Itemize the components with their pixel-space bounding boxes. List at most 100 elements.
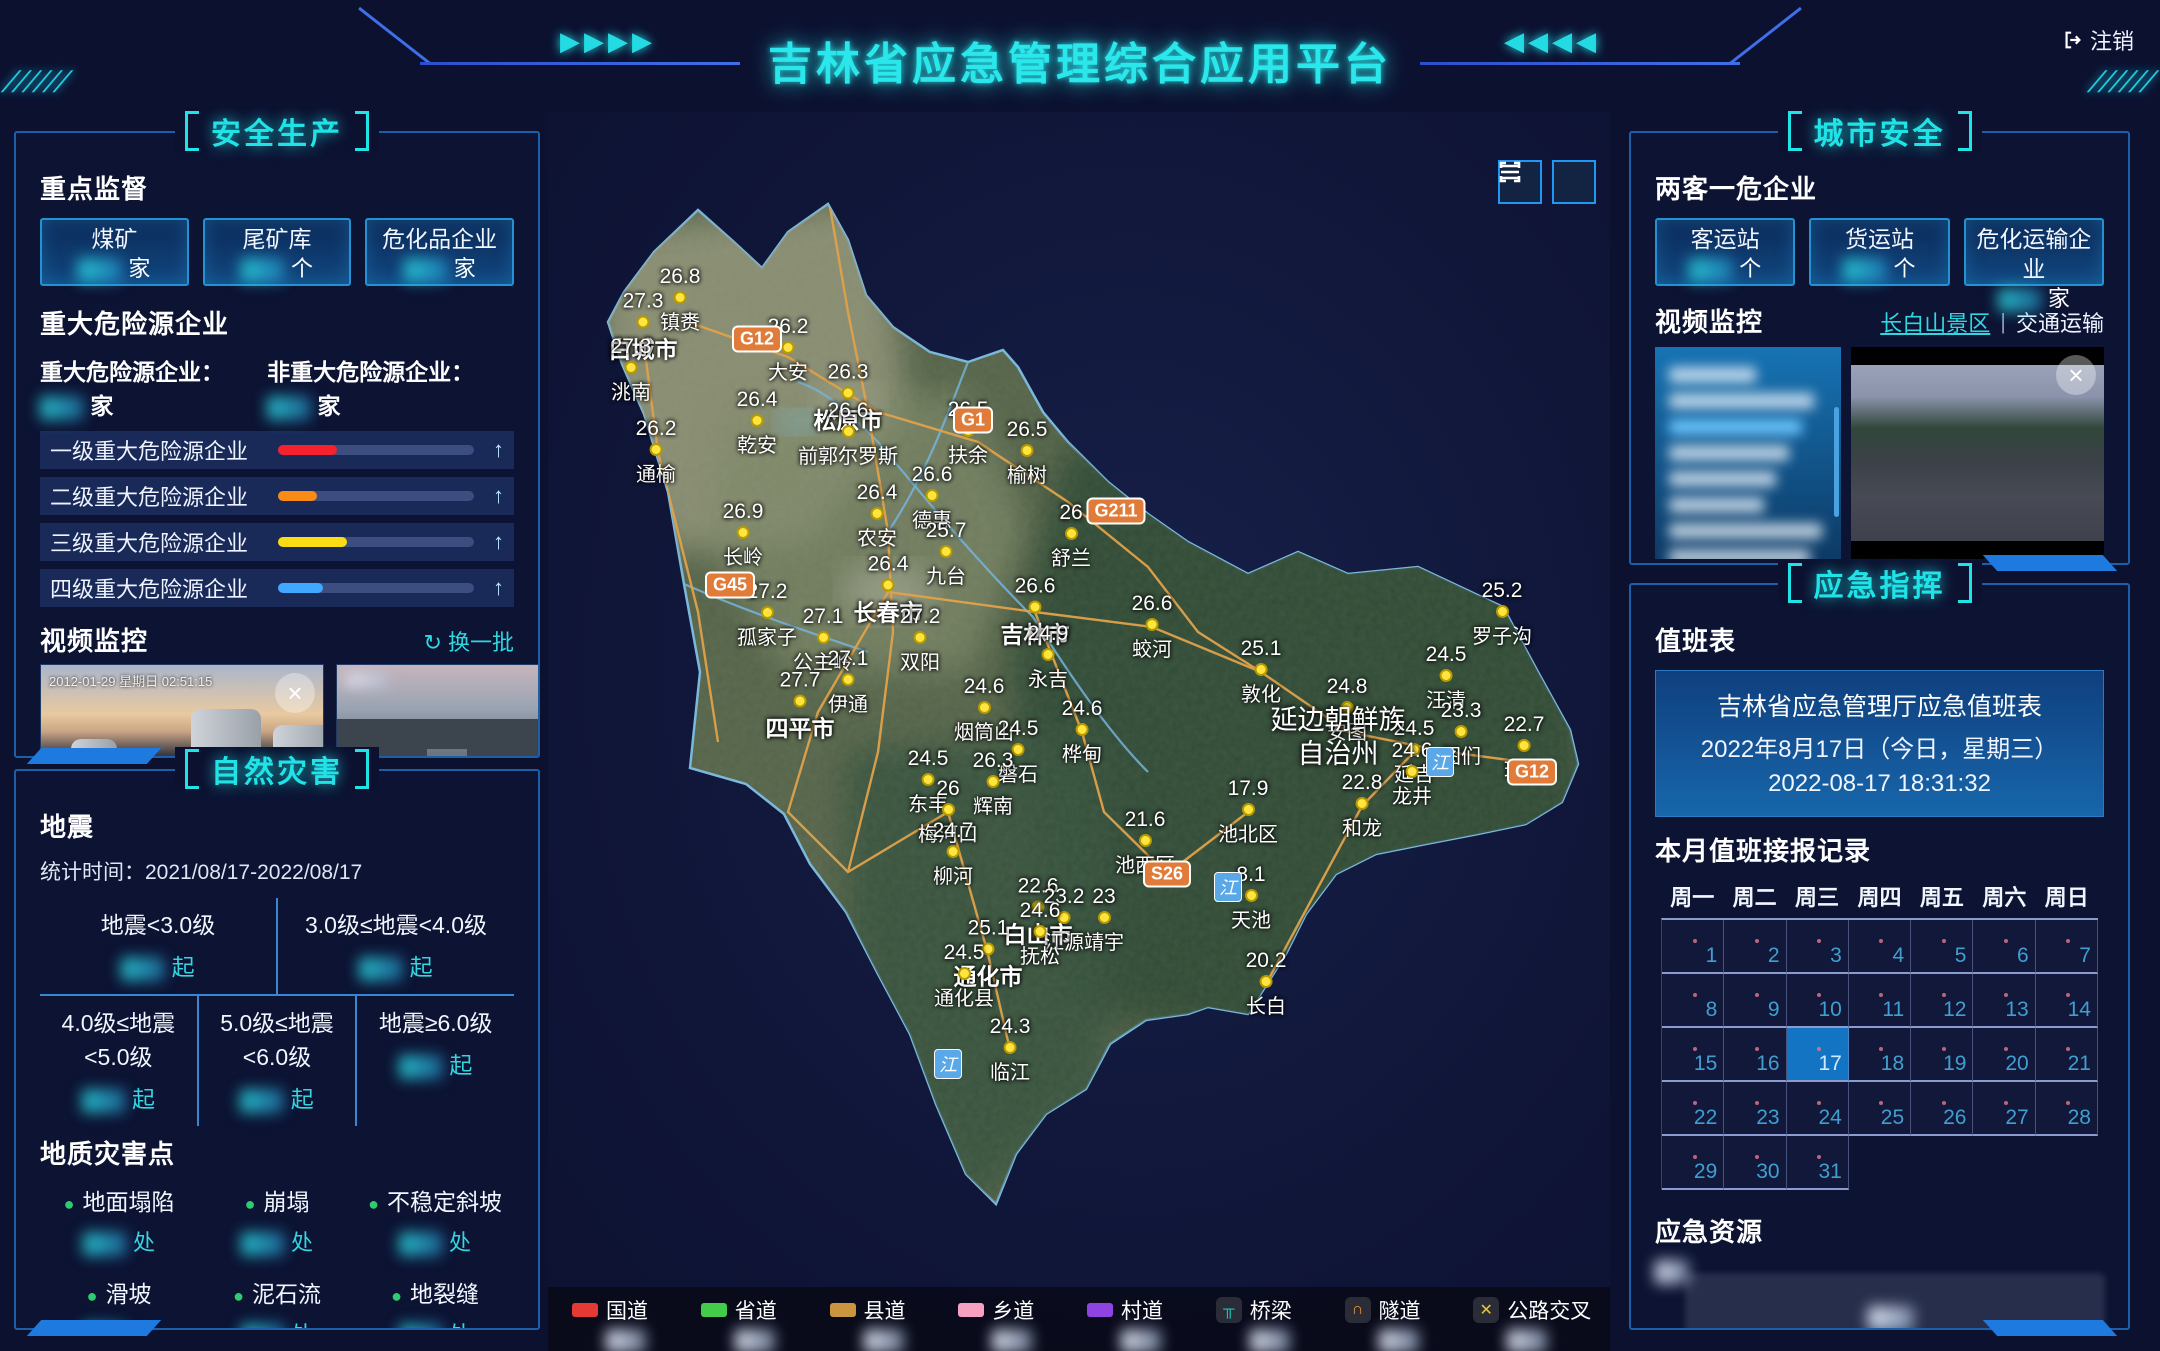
- map-marker-舒兰[interactable]: 26 舒兰: [1051, 501, 1091, 571]
- calendar-day-12[interactable]: 12: [1911, 974, 1974, 1028]
- calendar-day-31[interactable]: 31: [1786, 1136, 1849, 1190]
- calendar-day-23[interactable]: 23: [1724, 1082, 1787, 1136]
- camera-list-item[interactable]: [1669, 523, 1823, 539]
- map-marker-烟筒山[interactable]: 24.6 烟筒山: [954, 675, 1014, 745]
- earthquake-range-label: 5.0级≤地震<6.0级: [220, 1010, 334, 1070]
- map-marker-天池[interactable]: 8.1 天池: [1231, 863, 1271, 933]
- camera-list-item[interactable]: [1669, 419, 1802, 435]
- changbaishan-link[interactable]: 长白山景区: [1880, 311, 1991, 336]
- map-marker-东丰[interactable]: 24.5 东丰: [908, 747, 949, 817]
- calendar-day-6[interactable]: 6: [1973, 920, 2036, 974]
- map-marker-罗子沟[interactable]: 25.2 罗子沟: [1472, 579, 1532, 649]
- calendar-day-10[interactable]: 10: [1786, 974, 1849, 1028]
- map-marker-和龙[interactable]: 22.8 和龙: [1342, 771, 1383, 841]
- map-marker-公主岭[interactable]: 27.1 公主岭: [793, 605, 853, 675]
- calendar-day-30[interactable]: 30: [1724, 1136, 1787, 1190]
- calendar-day-3[interactable]: 3: [1786, 920, 1849, 974]
- calendar-day-28[interactable]: 28: [2035, 1082, 2098, 1136]
- map-marker-镇赉[interactable]: 26.8 镇赉: [660, 265, 701, 335]
- map-marker-靖宇[interactable]: 23 靖宇: [1084, 885, 1124, 955]
- calendar-day-26[interactable]: 26: [1911, 1082, 1974, 1136]
- camera-list-item[interactable]: [1669, 497, 1764, 513]
- calendar-day-1[interactable]: 1: [1662, 920, 1725, 974]
- map-marker-池北区[interactable]: 17.9 池北区: [1218, 777, 1278, 847]
- map-fullscreen-button[interactable]: [1499, 160, 1596, 204]
- close-video-button[interactable]: ×: [2056, 355, 2096, 395]
- map-marker-辉南[interactable]: 26.3 辉南: [973, 749, 1014, 819]
- calendar-day-25[interactable]: 25: [1848, 1082, 1912, 1136]
- map-marker-松原市[interactable]: 26.3 松原市: [814, 361, 883, 436]
- calendar-day-27[interactable]: 27: [1973, 1082, 2036, 1136]
- bracket-right: [1957, 563, 1972, 603]
- calendar-day-2[interactable]: 2: [1724, 920, 1787, 974]
- camera-list-item[interactable]: [1669, 393, 1815, 409]
- map-marker-前郭尔罗斯[interactable]: 26.6 前郭尔罗斯: [798, 399, 898, 469]
- camera-list-item[interactable]: [1669, 549, 1810, 559]
- map-marker-九台[interactable]: 25.7 九台: [926, 519, 967, 589]
- video-thumbnail[interactable]: 2012-01-29 星期日 02:51:15×长春巨峰气体有限责任公司: [40, 664, 325, 756]
- calendar-day-9[interactable]: 9: [1724, 974, 1787, 1028]
- map-marker-四平市[interactable]: 27.7 四平市: [766, 669, 835, 744]
- map-marker-白城市[interactable]: 27.3 白城市: [609, 290, 678, 365]
- map-marker-洮南[interactable]: 27.3 洮南: [611, 335, 652, 405]
- map-marker-临江[interactable]: 24.3 临江: [990, 1015, 1031, 1085]
- calendar-day-7[interactable]: 7: [2035, 920, 2098, 974]
- camera-list-item[interactable]: [1669, 445, 1790, 461]
- map-marker-德惠[interactable]: 26.6 德惠: [912, 463, 953, 533]
- calendar-day-8[interactable]: 8: [1662, 974, 1725, 1028]
- calendar-day-29[interactable]: 29: [1662, 1136, 1725, 1190]
- marker-name: 江源: [1044, 932, 1084, 954]
- logout-button[interactable]: 注销: [2062, 24, 2134, 56]
- map-marker-通榆[interactable]: 26.2 通榆: [636, 417, 677, 487]
- map-marker-抚松[interactable]: 24.6 抚松: [1020, 899, 1061, 969]
- camera-list[interactable]: [1655, 347, 1841, 559]
- map-marker-安图[interactable]: 24.8 安图: [1327, 675, 1368, 745]
- refresh-batch-link[interactable]: ↻ 换一批: [423, 630, 514, 655]
- map-marker-龙井[interactable]: 24.6 龙井: [1392, 739, 1433, 809]
- map-marker-农安[interactable]: 26.4 农安: [857, 481, 898, 551]
- video-thumbnail[interactable]: ×吉林市吉化北方炬酯工贸责任...: [336, 664, 538, 756]
- map-marker-永吉[interactable]: 24.9 永吉: [1028, 622, 1069, 692]
- map-marker-桦甸[interactable]: 24.6 桦甸: [1062, 697, 1103, 767]
- camera-list-item[interactable]: [1669, 367, 1756, 383]
- map-marker-双阳[interactable]: 27.2 双阳: [900, 605, 941, 675]
- map-marker-榆树[interactable]: 26.5 榆树: [1007, 418, 1048, 488]
- close-video-button[interactable]: ×: [275, 673, 316, 713]
- calendar-day-24[interactable]: 24: [1786, 1082, 1849, 1136]
- calendar-day-5[interactable]: 5: [1911, 920, 1974, 974]
- calendar-day-18[interactable]: 18: [1848, 1028, 1912, 1082]
- map-marker-梅河口[interactable]: 26 梅河口: [918, 777, 978, 847]
- calendar-day-14[interactable]: 14: [2035, 974, 2098, 1028]
- calendar-day-19[interactable]: 19: [1911, 1028, 1974, 1082]
- camera-list-scrollbar[interactable]: [1834, 407, 1839, 517]
- map-marker-通化县[interactable]: 24.5 通化县: [934, 941, 994, 1011]
- marker-dot-icon: [1138, 834, 1152, 847]
- map-marker-长春市[interactable]: 26.4 长春市: [854, 553, 923, 628]
- video-player[interactable]: ×: [1851, 347, 2104, 559]
- camera-list-item[interactable]: [1669, 471, 1777, 487]
- calendar-day-4[interactable]: 4: [1848, 920, 1912, 974]
- calendar-day-21[interactable]: 21: [2035, 1028, 2098, 1082]
- map-marker-乾安[interactable]: 26.4 乾安: [737, 388, 778, 458]
- calendar-day-20[interactable]: 20: [1973, 1028, 2036, 1082]
- map-marker-伊通[interactable]: 27.1 伊通: [828, 647, 869, 717]
- map-marker-汪清[interactable]: 24.5 汪清: [1426, 643, 1467, 713]
- map-marker-吉林市[interactable]: 26.6 吉林市: [1001, 575, 1070, 650]
- calendar-day-11[interactable]: 11: [1848, 974, 1912, 1028]
- marker-temperature: 20.2: [1245, 949, 1287, 972]
- map-marker-长岭[interactable]: 26.9 长岭: [723, 500, 764, 570]
- map-marker-江源[interactable]: 23.2 江源: [1044, 885, 1085, 955]
- map-marker-孤家子[interactable]: 27.2 孤家子: [737, 580, 797, 650]
- calendar-day-17[interactable]: 17: [1786, 1028, 1849, 1082]
- map-marker-柳河[interactable]: 24.7 柳河: [933, 819, 974, 889]
- calendar-day-16[interactable]: 16: [1724, 1028, 1787, 1082]
- calendar-day-22[interactable]: 22: [1662, 1082, 1725, 1136]
- calendar-day-15[interactable]: 15: [1662, 1028, 1725, 1082]
- transport-link[interactable]: 交通运输: [2015, 311, 2104, 336]
- map-marker-蛟河[interactable]: 26.6 蛟河: [1132, 592, 1173, 662]
- calendar-day-13[interactable]: 13: [1973, 974, 2036, 1028]
- map-marker-长白[interactable]: 20.2 长白: [1246, 949, 1287, 1019]
- map-marker-敦化[interactable]: 25.1 敦化: [1241, 637, 1282, 707]
- province-map[interactable]: 26.8 镇赉 27.3 白城市 27.3 洮南 26.2 大安 26.3 松原市 26.6 前郭尔罗…: [548, 112, 1610, 1351]
- map-marker-磐石[interactable]: 24.5 磐石: [998, 717, 1039, 787]
